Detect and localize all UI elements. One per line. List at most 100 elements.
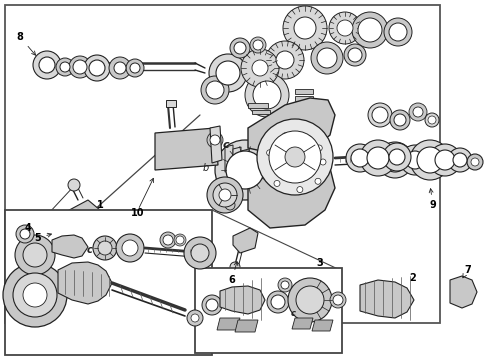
Circle shape [330,292,346,308]
Circle shape [209,54,247,92]
Circle shape [400,145,430,175]
Circle shape [23,283,47,307]
Circle shape [267,150,272,156]
Polygon shape [360,280,414,318]
Circle shape [60,62,70,72]
Circle shape [84,55,110,81]
Circle shape [394,114,406,126]
Circle shape [273,153,287,167]
Circle shape [257,119,333,195]
Text: 1: 1 [97,200,103,210]
Circle shape [320,159,326,165]
Circle shape [89,60,105,76]
Bar [195,268,342,353]
Circle shape [20,229,30,239]
Circle shape [23,243,47,267]
Circle shape [13,273,57,317]
Ellipse shape [64,218,72,230]
Circle shape [360,140,396,176]
Circle shape [278,278,292,292]
Circle shape [98,241,112,255]
Circle shape [207,177,243,213]
Bar [252,110,270,114]
Circle shape [261,156,269,164]
Circle shape [184,237,216,269]
Circle shape [225,200,235,210]
Circle shape [230,262,240,272]
Text: 3: 3 [317,258,323,268]
Circle shape [245,73,289,117]
Circle shape [258,153,272,167]
Text: 5: 5 [35,233,51,243]
Circle shape [351,149,369,167]
Circle shape [207,132,223,148]
Circle shape [116,234,144,262]
Circle shape [210,135,220,145]
Bar [166,100,176,107]
Circle shape [467,154,483,170]
Bar [295,89,313,94]
Text: 10: 10 [131,208,145,218]
Circle shape [311,42,343,74]
Circle shape [383,148,407,172]
Circle shape [305,136,312,141]
Polygon shape [155,128,218,170]
Circle shape [174,234,186,246]
Circle shape [383,143,411,171]
Polygon shape [217,318,240,330]
Ellipse shape [60,213,76,235]
Polygon shape [220,286,265,314]
Circle shape [348,48,362,62]
Circle shape [329,12,361,44]
Circle shape [206,299,218,311]
Text: 9: 9 [429,189,437,210]
Circle shape [346,144,374,172]
Circle shape [428,116,436,124]
Circle shape [230,38,250,58]
Circle shape [409,103,427,121]
Circle shape [253,40,263,50]
Polygon shape [58,262,112,304]
Circle shape [201,76,229,104]
Circle shape [191,244,209,262]
Circle shape [358,18,382,42]
Circle shape [333,295,343,305]
Circle shape [271,295,285,309]
Circle shape [471,158,479,166]
Circle shape [253,81,281,109]
Circle shape [160,232,176,248]
Circle shape [206,81,224,99]
Circle shape [215,140,275,200]
Circle shape [384,18,412,46]
Circle shape [15,235,55,275]
Circle shape [250,37,266,53]
Polygon shape [248,155,335,228]
Polygon shape [60,200,100,242]
Text: 8: 8 [17,32,36,55]
Circle shape [226,151,264,189]
Text: c: c [87,245,93,255]
Polygon shape [248,98,335,155]
Bar [295,96,313,101]
Circle shape [296,286,324,314]
Circle shape [93,236,117,260]
Circle shape [163,235,173,245]
Circle shape [283,6,327,50]
Text: c: c [222,140,229,150]
Circle shape [389,149,405,165]
Text: b: b [203,163,209,173]
Circle shape [267,291,289,313]
Circle shape [68,179,80,191]
Circle shape [252,60,268,76]
Circle shape [344,44,366,66]
Circle shape [285,147,305,167]
Circle shape [130,63,140,73]
Polygon shape [450,276,477,308]
Circle shape [3,263,67,327]
Circle shape [126,59,144,77]
Circle shape [406,151,424,169]
Circle shape [337,20,353,36]
Circle shape [367,147,389,169]
Circle shape [281,281,289,289]
Circle shape [191,314,199,322]
